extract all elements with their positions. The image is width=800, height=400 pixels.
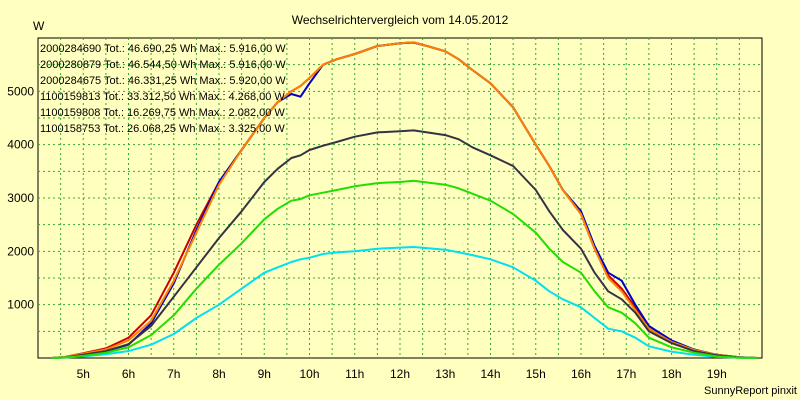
x-tick-label: 15h [526, 367, 546, 381]
grid-lines [38, 38, 762, 358]
y-tick-label: 4000 [7, 138, 34, 152]
y-tick-label: 5000 [7, 84, 34, 98]
x-tick-label: 19h [707, 367, 727, 381]
x-tick-label: 18h [661, 367, 681, 381]
series-line-1100159813 [51, 129, 758, 359]
y-axis-unit-label: W [33, 19, 45, 33]
x-tick-label: 11h [345, 367, 364, 381]
x-tick-label: 8h [212, 367, 225, 381]
legend-entry-1100158753: 1100158753 Tot.: 26.068,25 Wh Max.: 3.32… [40, 123, 285, 135]
x-tick-label: 17h [616, 367, 636, 381]
x-tick-label: 12h [390, 367, 410, 381]
legend-entry-1100159813: 1100159813 Tot.: 33.312,50 Wh Max.: 4.26… [40, 91, 285, 103]
legend-entry-2000280879: 2000280879 Tot.: 46.544,50 Wh Max.: 5.91… [40, 59, 286, 71]
legend-entry-1100159808: 1100159808 Tot.: 16.269,75 Wh Max.: 2.08… [40, 107, 285, 119]
y-tick-label: 2000 [7, 244, 34, 258]
x-tick-label: 7h [167, 367, 180, 381]
y-tick-label: 3000 [7, 191, 34, 205]
series-lines [51, 41, 758, 359]
x-tick-label: 14h [480, 367, 500, 381]
legend-entry-2000284675: 2000284675 Tot.: 46.331,25 Wh Max.: 5.92… [40, 75, 286, 87]
y-tick-label: 1000 [7, 298, 34, 312]
x-tick-label: 16h [571, 367, 591, 381]
axis-ticks: 5h 6h 7h 8h 9h 10h 11h 12h 13h 14h 15h 16h 17h 18h 19h… [7, 84, 726, 381]
x-tick-label: 5h [77, 367, 90, 381]
legend: 2000284690 Tot.: 46.690,25 Wh Max.: 5.91… [40, 43, 286, 135]
x-tick-label: 9h [258, 367, 271, 381]
legend-entry-2000284690: 2000284690 Tot.: 46.690,25 Wh Max.: 5.91… [40, 43, 286, 55]
x-tick-label: 6h [122, 367, 135, 381]
x-tick-label: 13h [435, 367, 455, 381]
series-line-1100159808 [51, 246, 758, 359]
footer-credit: SunnyReport pinxit [704, 385, 797, 397]
series-line-1100158753 [51, 179, 758, 359]
x-tick-label: 10h [299, 367, 319, 381]
series-line-2000284675 [51, 41, 758, 359]
chart-title: Wechselrichtervergleich vom 14.05.2012 [292, 13, 509, 27]
